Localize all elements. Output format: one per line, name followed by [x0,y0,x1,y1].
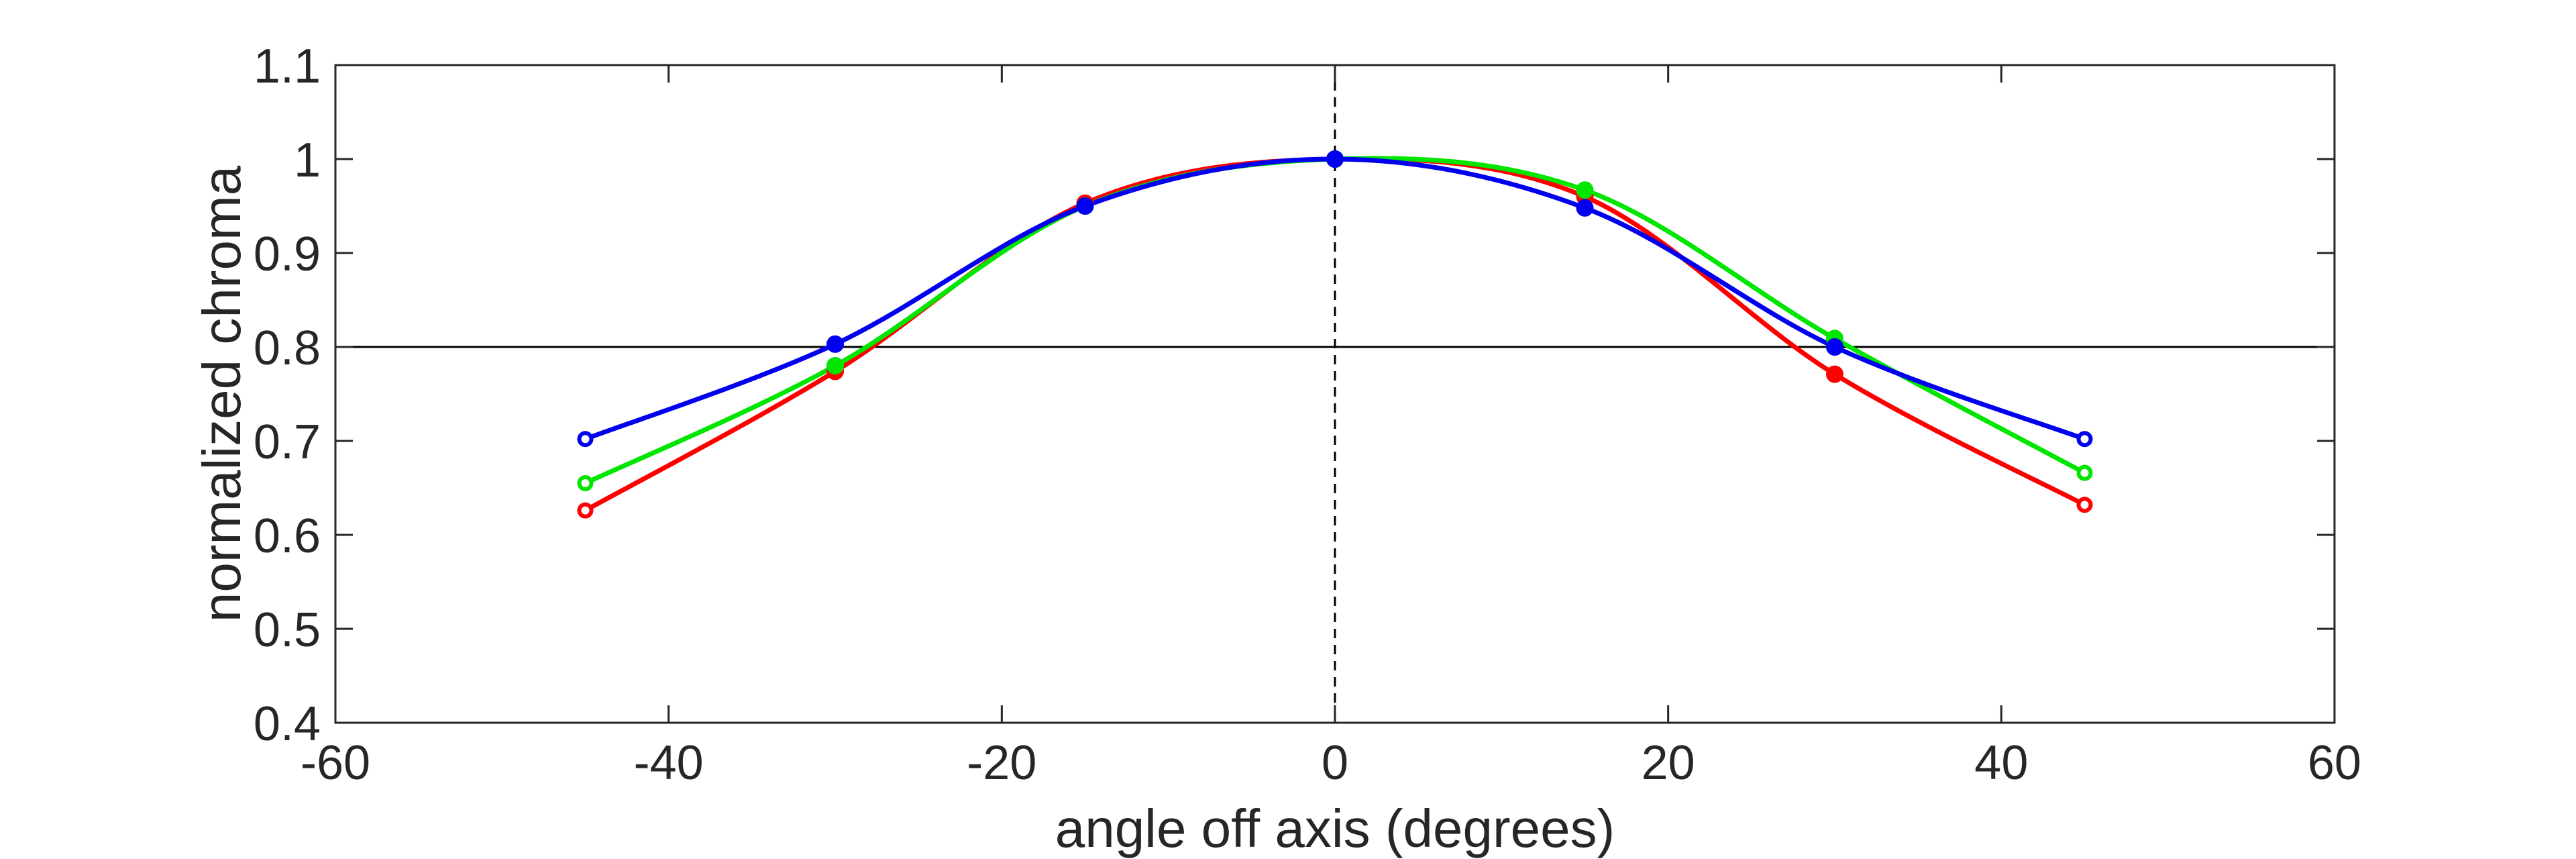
data-point-series-3 [577,431,594,448]
y-axis-title: normalized chroma [192,165,252,622]
x-tick-label: 40 [1974,736,2028,790]
x-tick-label: 60 [2308,736,2361,790]
data-point-series-1 [577,502,594,519]
series-line-2 [583,156,2087,486]
series-points [577,150,2093,519]
data-point-series-2 [826,357,844,374]
x-tick-label: -60 [301,736,370,790]
data-point-series-2 [2076,464,2093,481]
x-tick-label: 0 [1322,736,1348,790]
data-point-series-1 [1826,365,1843,383]
y-tick-label: 1.1 [254,40,321,93]
tick-marks [334,64,2336,724]
y-tick-label: 0.5 [254,603,321,657]
x-axis-title: angle off axis (degrees) [1055,799,1615,858]
y-tick-label: 0.7 [254,415,321,469]
x-tick-label: -20 [967,736,1036,790]
data-point-series-2 [1576,181,1594,199]
data-point-series-3 [1826,338,1843,356]
x-tick-label: -40 [634,736,704,790]
data-point-series-3 [826,335,844,353]
y-tick-label: 1 [294,134,321,187]
data-point-series-3 [1576,199,1594,217]
data-point-series-3 [2076,431,2093,448]
y-tick-labels: 0.4 0.5 0.6 0.7 0.8 0.9 1 1.1 [254,40,321,751]
y-tick-label: 0.6 [254,509,321,563]
data-point-series-3 [1076,197,1094,215]
y-tick-label: 0.8 [254,321,321,375]
y-tick-label: 0.4 [254,697,321,751]
y-tick-label: 0.9 [254,228,321,281]
data-point-series-3 [1326,150,1344,168]
reference-lines [335,65,2334,723]
data-point-series-2 [577,475,594,491]
x-tick-label: 20 [1642,736,1695,790]
x-tick-labels: -60 -40 -20 0 20 40 60 [301,736,2361,790]
data-point-series-1 [2076,497,2093,513]
